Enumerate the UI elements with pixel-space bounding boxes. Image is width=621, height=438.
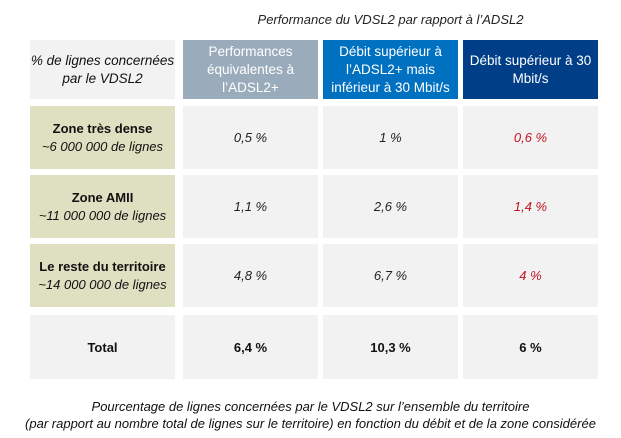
zone-name: Le reste du territoire — [39, 258, 166, 274]
header-higher-below-30: Débit supérieur à l’ADSL2+ mais inférieu… — [323, 40, 458, 99]
zone-lines: ~14 000 000 de lignes — [38, 276, 167, 292]
value-higher: 1 % — [323, 106, 458, 169]
total-label: Total — [30, 315, 175, 379]
total-value-equivalent: 6,4 % — [183, 315, 318, 379]
row-label: Le reste du territoire ~14 000 000 de li… — [30, 244, 175, 307]
total-value-higher: 10,3 % — [323, 315, 458, 379]
caption-line-2: (par rapport au nombre total de lignes s… — [25, 416, 596, 431]
row-label: Zone très dense ~6 000 000 de lignes — [30, 106, 175, 169]
value-equivalent: 4,8 % — [183, 244, 318, 307]
caption-line-1: Pourcentage de lignes concernées par le … — [91, 399, 530, 414]
value-equivalent: 1,1 % — [183, 175, 318, 238]
header-row-label: % de lignes concernées par le VDSL2 — [30, 40, 175, 99]
zone-name: Zone AMII — [71, 189, 134, 205]
total-value-above-30: 6 % — [463, 315, 598, 379]
header-above-30: Débit supérieur à 30 Mbit/s — [463, 40, 598, 99]
value-higher: 2,6 % — [323, 175, 458, 238]
zone-lines: ~11 000 000 de lignes — [38, 207, 167, 223]
value-above-30: 1,4 % — [463, 175, 598, 238]
zone-name: Zone très dense — [52, 120, 153, 136]
zone-lines: ~6 000 000 de lignes — [41, 138, 164, 154]
header-equivalent: Performances équivalentes à l’ADSL2+ — [183, 40, 318, 99]
value-higher: 6,7 % — [323, 244, 458, 307]
table-title: Performance du VDSL2 par rapport à l’ADS… — [257, 11, 524, 27]
value-above-30: 4 % — [463, 244, 598, 307]
value-equivalent: 0,5 % — [183, 106, 318, 169]
row-label: Zone AMII ~11 000 000 de lignes — [30, 175, 175, 238]
value-above-30: 0,6 % — [463, 106, 598, 169]
